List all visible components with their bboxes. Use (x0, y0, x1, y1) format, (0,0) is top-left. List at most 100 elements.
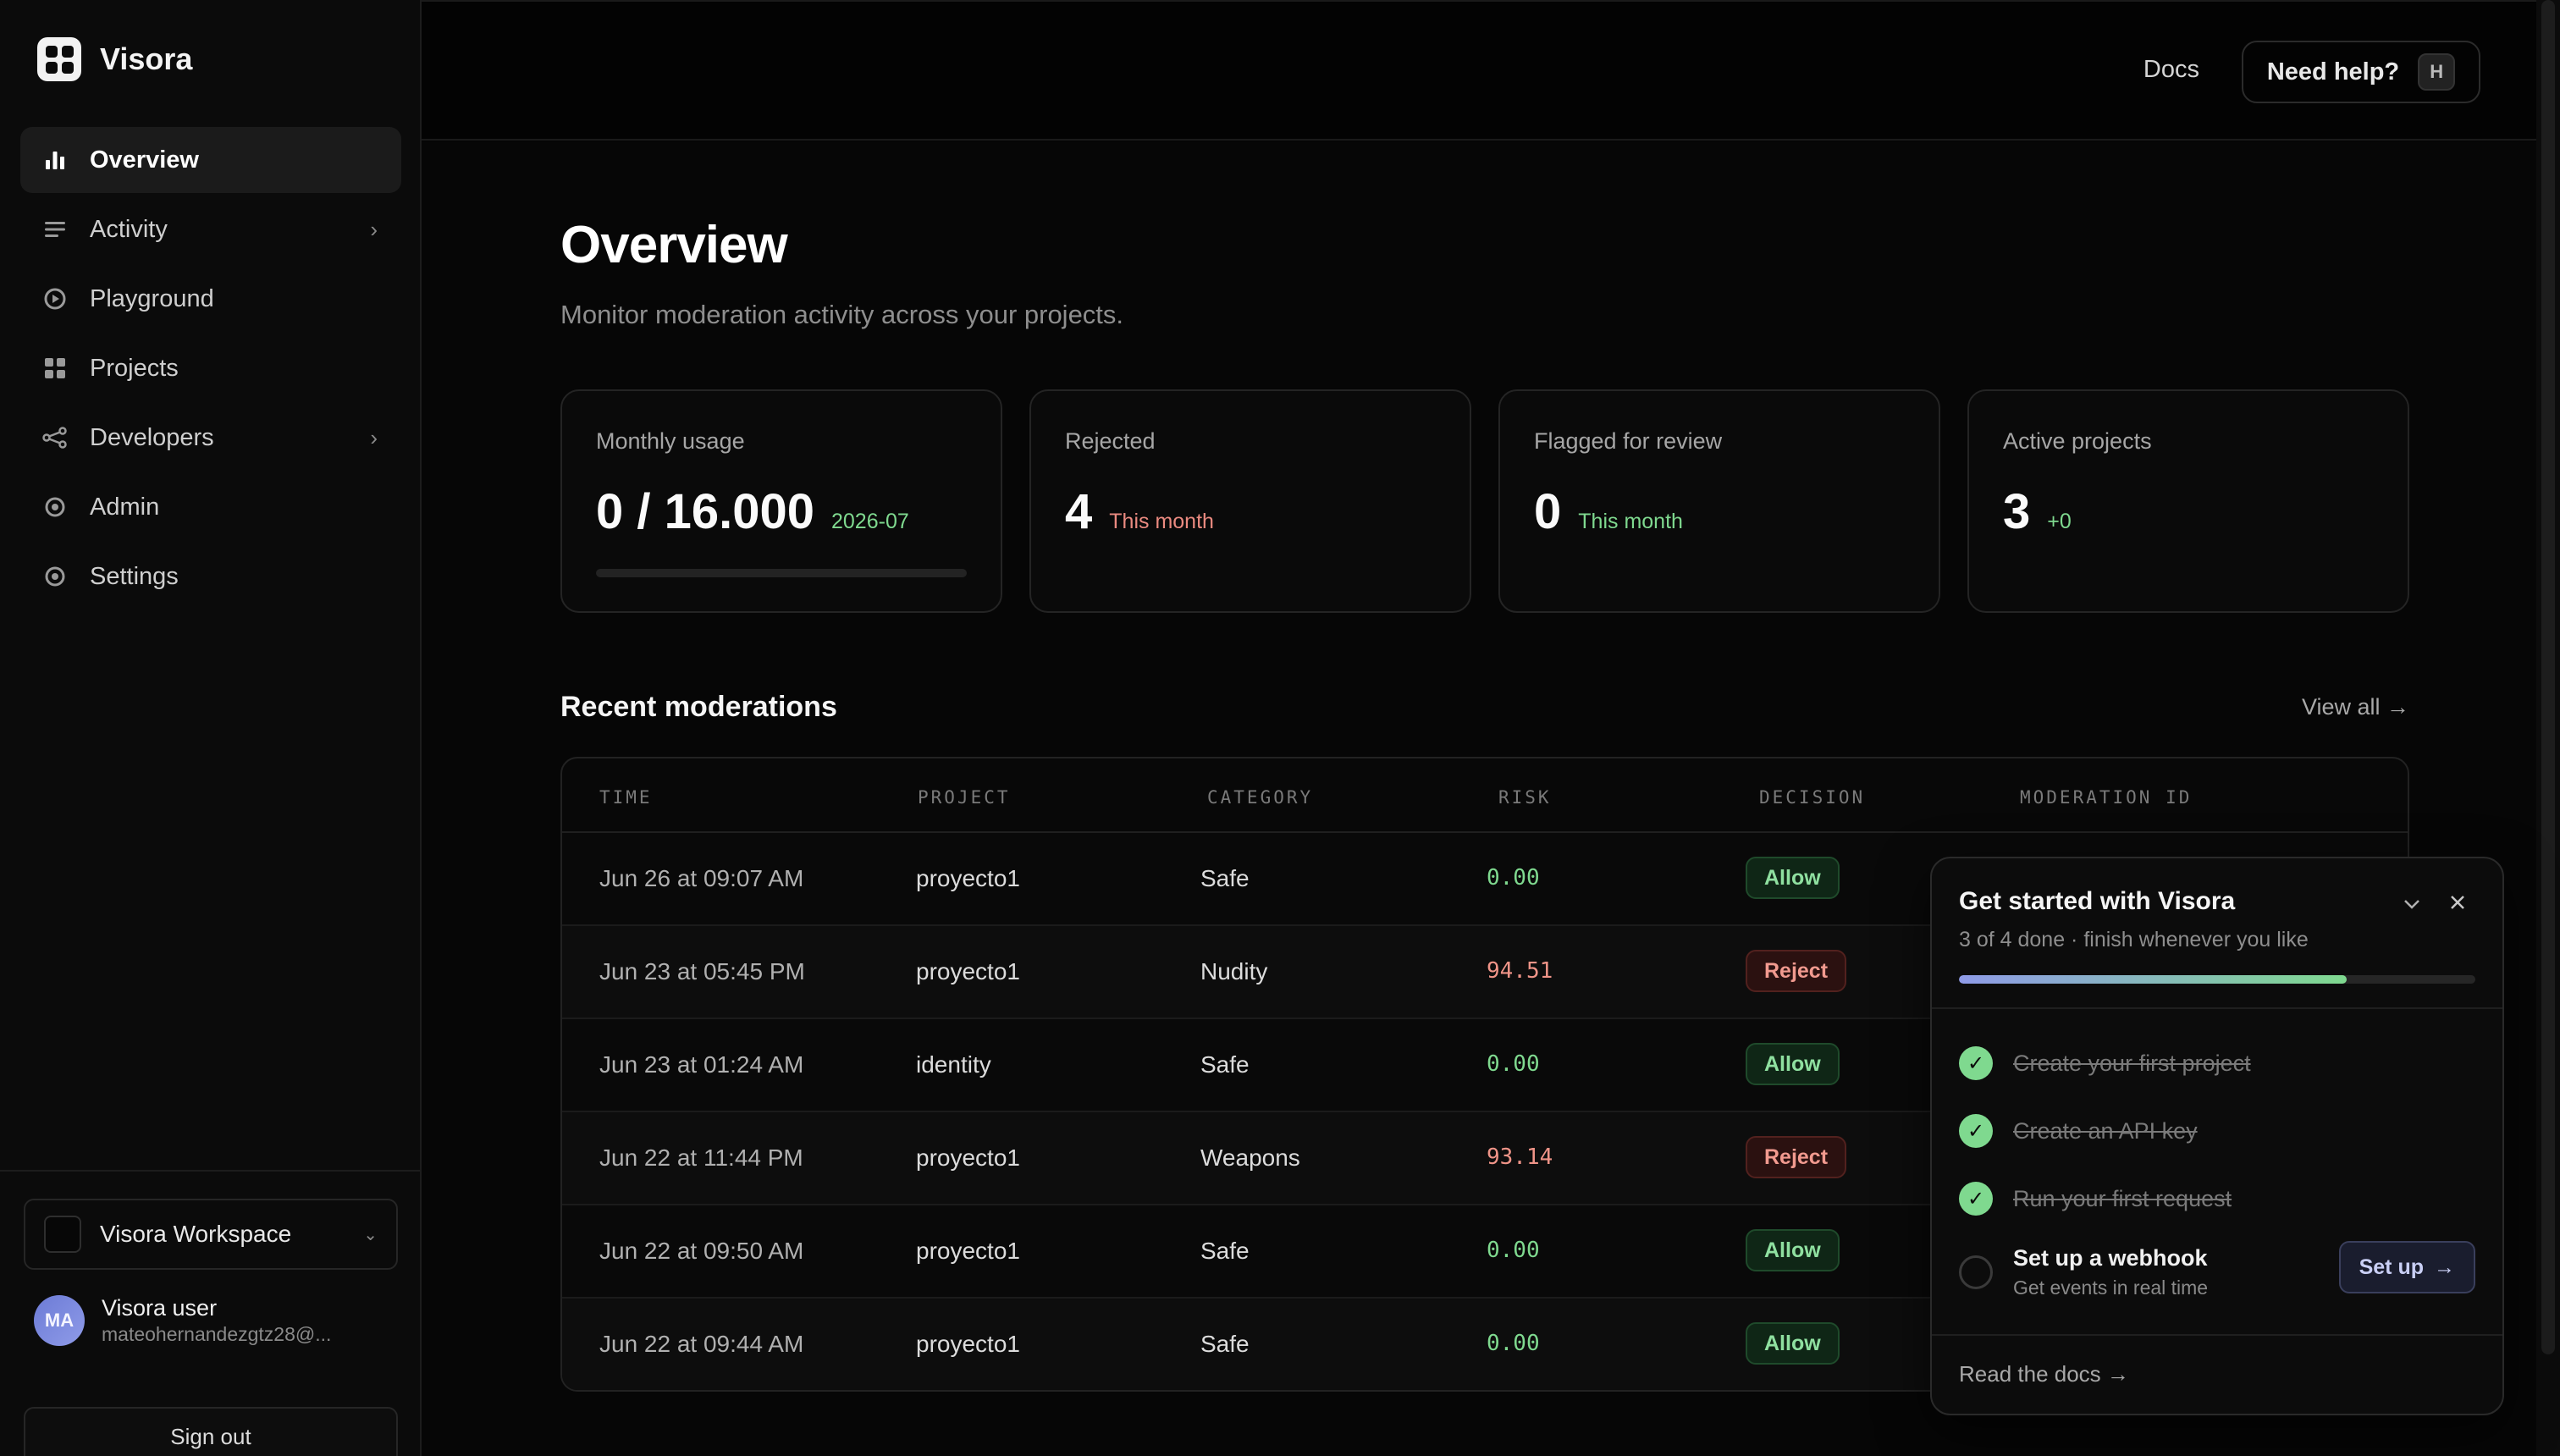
card-value: 0 (1534, 484, 1562, 539)
cell-risk: 0.00 (1487, 1051, 1540, 1077)
sidebar-item-activity[interactable]: Activity › (20, 196, 401, 262)
cell-risk: 94.51 (1487, 958, 1553, 984)
user-profile[interactable]: MA Visora user mateohernandezgtz28@... (34, 1295, 331, 1346)
play-circle-icon (42, 286, 68, 312)
chevron-right-icon: › (370, 216, 378, 242)
get-started-title: Get started with Visora (1959, 887, 2236, 915)
sidebar-item-overview[interactable]: Overview (20, 127, 401, 193)
sidebar: Visora Overview Activity › Playground (0, 0, 422, 1456)
cell-project: proyecto1 (916, 1331, 1020, 1357)
divider (1932, 1007, 2502, 1009)
avatar: MA (34, 1295, 85, 1346)
sidebar-item-settings[interactable]: Settings (20, 543, 401, 609)
card-value: 4 (1065, 484, 1093, 539)
column-header-moderation-id[interactable]: MODERATION ID (2020, 787, 2193, 808)
get-started-panel: Get started with Visora 3 of 4 done · fi… (1930, 857, 2504, 1415)
usage-progress-bar (596, 569, 967, 577)
workspace-name: Visora Workspace (100, 1221, 292, 1247)
onboarding-step-first-request[interactable]: ✓ Run your first request (1959, 1173, 2475, 1224)
card-label: Rejected (1065, 428, 1156, 454)
share-nodes-icon (42, 425, 68, 450)
onboarding-step-api-key[interactable]: ✓ Create an API key (1959, 1106, 2475, 1156)
sidebar-item-developers[interactable]: Developers › (20, 405, 401, 471)
cell-category: Safe (1200, 1331, 1250, 1357)
check-circle-icon: ✓ (1959, 1182, 1993, 1216)
sidebar-item-label: Activity (90, 215, 168, 243)
get-started-subtitle: 3 of 4 done · finish whenever you like (1959, 928, 2309, 951)
docs-link[interactable]: Docs (2143, 56, 2199, 83)
card-note: This month (1109, 510, 1214, 533)
page-scrollbar[interactable] (2536, 0, 2560, 1456)
workspace-switcher[interactable]: Visora Workspace ⌄ (24, 1199, 398, 1270)
decision-badge: Allow (1746, 1229, 1840, 1271)
scrollbar-thumb[interactable] (2541, 0, 2555, 1354)
workspace-avatar (44, 1216, 81, 1253)
cell-category: Weapons (1200, 1144, 1300, 1171)
sidebar-item-playground[interactable]: Playground (20, 266, 401, 332)
column-header-decision[interactable]: DECISION (1759, 787, 1866, 808)
user-email: mateohernandezgtz28@... (102, 1323, 332, 1345)
sidebar-item-admin[interactable]: Admin (20, 474, 401, 540)
sign-out-button[interactable]: Sign out (24, 1407, 398, 1456)
decision-badge: Allow (1746, 1043, 1840, 1085)
onboarding-step-webhook[interactable]: Set up a webhook Get events in real time… (1959, 1241, 2475, 1304)
section-title: Recent moderations (560, 691, 837, 723)
set-up-label: Set up (2359, 1255, 2424, 1279)
cell-time: Jun 23 at 01:24 AM (599, 1051, 804, 1078)
onboarding-progress-bar (1959, 975, 2475, 984)
card-value-row: 0 This month (1534, 483, 1905, 540)
need-help-button[interactable]: Need help? H (2242, 41, 2480, 103)
cell-time: Jun 22 at 09:50 AM (599, 1238, 804, 1264)
user-info: Visora user mateohernandezgtz28@... (102, 1295, 331, 1346)
divider (1932, 1334, 2502, 1336)
step-label: Run your first request (2013, 1185, 2232, 1211)
view-all-link[interactable]: View all → (2301, 694, 2409, 720)
cell-time: Jun 22 at 11:44 PM (599, 1144, 803, 1171)
grid-icon (42, 356, 68, 381)
decision-badge: Allow (1746, 857, 1840, 899)
onboarding-step-create-project[interactable]: ✓ Create your first project (1959, 1038, 2475, 1089)
stat-card-monthly-usage: Monthly usage 0 / 16.000 2026-07 (560, 389, 1002, 613)
card-value-row: 3 +0 (2003, 483, 2374, 540)
top-header: Docs Need help? H (422, 0, 2536, 141)
cell-risk: 0.00 (1487, 865, 1540, 891)
cell-category: Safe (1200, 865, 1250, 891)
card-value: 0 / 16.000 (596, 484, 814, 539)
cell-project: identity (916, 1051, 991, 1078)
read-docs-link[interactable]: Read the docs → (1959, 1361, 2129, 1387)
brand[interactable]: Visora (37, 37, 192, 81)
cell-time: Jun 23 at 05:45 PM (599, 958, 805, 984)
column-header-risk[interactable]: RISK (1498, 787, 1552, 808)
step-text: Set up a webhook Get events in real time (2013, 1245, 2208, 1299)
page-subtitle: Monitor moderation activity across your … (560, 300, 1124, 329)
need-help-label: Need help? (2266, 58, 2400, 85)
column-header-project[interactable]: PROJECT (918, 787, 1011, 808)
decision-badge: Reject (1746, 950, 1847, 992)
card-value: 3 (2003, 484, 2031, 539)
set-up-webhook-button[interactable]: Set up → (2338, 1241, 2475, 1293)
card-label: Monthly usage (596, 428, 745, 454)
chevron-down-icon[interactable] (2403, 892, 2421, 916)
keyboard-shortcut-badge: H (2418, 53, 2456, 91)
card-note: This month (1578, 510, 1683, 533)
step-label: Set up a webhook (2013, 1245, 2208, 1271)
step-label: Create an API key (2013, 1117, 2198, 1144)
stat-card-active-projects: Active projects 3 +0 (1967, 389, 2409, 613)
target-icon (42, 564, 68, 589)
cell-project: proyecto1 (916, 1238, 1020, 1264)
table-header: TIME PROJECT CATEGORY RISK DECISION MODE… (562, 758, 2408, 833)
column-header-category[interactable]: CATEGORY (1207, 787, 1314, 808)
cell-project: proyecto1 (916, 1144, 1020, 1171)
user-name: Visora user (102, 1295, 218, 1321)
decision-badge: Allow (1746, 1322, 1840, 1365)
close-icon[interactable] (2448, 887, 2467, 918)
visora-logo-icon (37, 37, 81, 81)
list-icon (42, 217, 68, 242)
column-header-time[interactable]: TIME (599, 787, 653, 808)
sidebar-item-label: Settings (90, 562, 179, 590)
cell-project: proyecto1 (916, 958, 1020, 984)
cell-project: proyecto1 (916, 865, 1020, 891)
sidebar-item-label: Admin (90, 493, 160, 521)
sidebar-item-projects[interactable]: Projects (20, 335, 401, 401)
sidebar-footer: Visora Workspace ⌄ MA Visora user mateoh… (0, 1170, 422, 1456)
